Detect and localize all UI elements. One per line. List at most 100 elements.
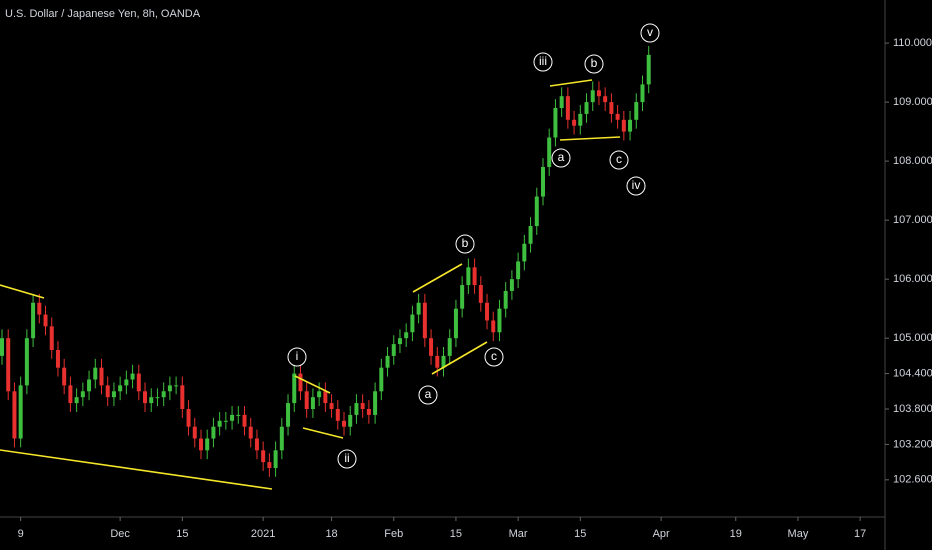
candle-body (646, 54, 651, 85)
candle-body (572, 119, 577, 126)
candle-body (354, 403, 359, 415)
candle-body (99, 367, 104, 386)
wave-text: c (491, 349, 497, 363)
candle-body (391, 344, 396, 356)
candle-body (136, 373, 141, 392)
candle-body (286, 403, 291, 427)
candle-body (584, 102, 589, 114)
x-tick-label: 15 (574, 528, 586, 540)
candle-body (62, 367, 67, 386)
candle-body (422, 302, 427, 339)
candle-body (615, 113, 620, 120)
candle-body (628, 119, 633, 132)
candle-body (12, 391, 17, 439)
candle-body (167, 385, 172, 392)
y-tick-label: 102.600 (893, 474, 932, 486)
wave-label: ii (337, 449, 357, 469)
candle-body (379, 367, 384, 392)
candle-body (373, 391, 378, 415)
trend-line (549, 79, 593, 87)
wave-text: c (616, 152, 622, 166)
candle-body (273, 450, 278, 469)
candle-body (603, 96, 608, 103)
x-tick-label: 2021 (251, 528, 275, 540)
candle-body (161, 391, 166, 398)
candle-body (516, 261, 521, 280)
wave-label: c (484, 347, 504, 367)
wave-text: a (558, 150, 565, 164)
wave-label: b (584, 54, 604, 74)
candle-body (491, 320, 496, 333)
candle-body (180, 385, 185, 409)
candle-body (211, 426, 216, 439)
wave-label: c (609, 150, 629, 170)
candle-body (565, 96, 570, 120)
candle-body (522, 243, 527, 262)
candle-body (404, 332, 409, 339)
candle-body (304, 391, 309, 409)
candle-body (453, 308, 458, 339)
wave-text: iv (632, 178, 641, 192)
candle-body (37, 302, 42, 315)
y-tick-label: 103.200 (893, 438, 932, 450)
trend-line (412, 263, 463, 293)
candle-body (55, 349, 60, 368)
candle-body (267, 462, 272, 469)
candle-body (534, 196, 539, 227)
wave-label: i (287, 347, 307, 367)
y-tick-label: 110.000 (893, 37, 932, 49)
trend-line (559, 136, 621, 141)
candle-body (528, 226, 533, 244)
candle-body (111, 391, 116, 398)
candle-body (634, 102, 639, 120)
candle-body (230, 414, 235, 421)
candle-body (429, 338, 434, 356)
candle-body (348, 414, 353, 427)
wave-text: iii (539, 54, 547, 68)
x-tick-label: 9 (18, 528, 24, 540)
wave-text: v (647, 25, 653, 39)
candle-body (366, 408, 371, 415)
candle-body (87, 379, 92, 392)
candle-body (186, 408, 191, 427)
candle-body (118, 385, 123, 392)
trend-line (431, 341, 488, 375)
candle-body (18, 385, 23, 439)
candle-body (503, 290, 508, 309)
candle-body (174, 385, 179, 387)
candle-body (248, 426, 253, 439)
candle-body (298, 373, 303, 392)
candle-body (640, 84, 645, 103)
candle-body (279, 426, 284, 451)
wave-label: iv (626, 176, 646, 196)
candle-body (149, 397, 154, 404)
y-tick-label: 105.000 (893, 332, 932, 344)
trend-lines (0, 79, 621, 490)
chart-title: U.S. Dollar / Japanese Yen, 8h, OANDA (5, 8, 201, 20)
candle-body (0, 338, 4, 356)
candle-body (43, 314, 48, 327)
candle-body (460, 285, 465, 309)
candle-body (68, 385, 73, 404)
x-tick-label: Apr (653, 528, 670, 540)
y-tick-label: 104.400 (893, 367, 932, 379)
candle-body (130, 373, 135, 380)
candle-body (242, 414, 247, 427)
candle-body (397, 338, 402, 345)
candle-body (310, 397, 315, 409)
candle-body (323, 391, 328, 404)
candle-body (329, 403, 334, 409)
candle-body (609, 102, 614, 114)
candle-body (24, 338, 29, 386)
x-tick-label: 18 (325, 528, 337, 540)
trend-line (0, 284, 45, 299)
candle-body (93, 367, 98, 380)
candle-body (360, 403, 365, 409)
wave-labels: i ii iii iv v a b c a b c (287, 23, 660, 469)
candle-body (410, 314, 415, 333)
x-tick-label: Dec (110, 528, 130, 540)
y-tick-label: 103.800 (893, 403, 932, 415)
candle-body (155, 397, 160, 399)
